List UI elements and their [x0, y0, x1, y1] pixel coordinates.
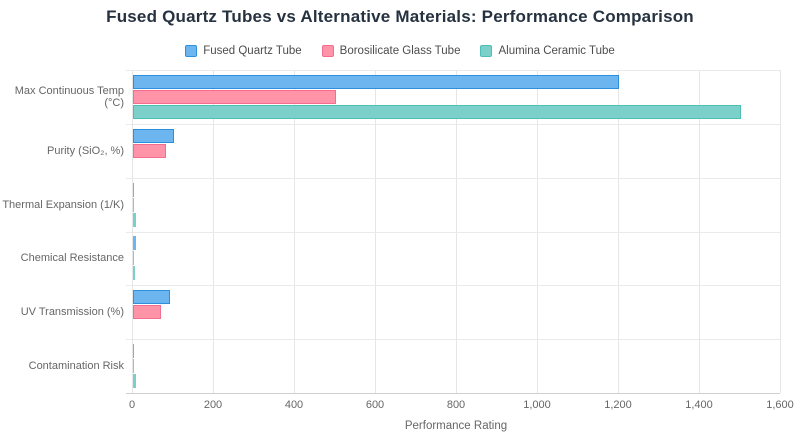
bar — [133, 290, 170, 305]
x-tick-label: 1,600 — [766, 399, 794, 411]
x-tick-label: 200 — [203, 399, 223, 411]
x-tick-label: 1,400 — [685, 399, 713, 411]
category-label: Chemical Resistance — [20, 252, 124, 265]
category-label: Max Continuous Temp (°C) — [14, 84, 124, 109]
bar — [133, 128, 174, 143]
x-axis-title: Performance Rating — [404, 420, 508, 432]
x-tick-label: 1,000 — [523, 399, 551, 411]
legend-item[interactable]: Alumina Ceramic Tube — [480, 45, 615, 57]
horizontal-gridline — [126, 231, 780, 233]
horizontal-gridline — [126, 70, 780, 71]
bar — [133, 197, 135, 212]
bar — [133, 104, 741, 119]
bar — [133, 74, 619, 89]
bar — [133, 182, 134, 197]
x-tick-label: 600 — [365, 399, 385, 411]
legend-item[interactable]: Borosilicate Glass Tube — [321, 45, 461, 57]
bar — [133, 266, 136, 281]
bar — [133, 344, 134, 359]
category-label: UV Transmission (%) — [20, 306, 124, 319]
legend-item[interactable]: Fused Quartz Tube — [185, 45, 302, 57]
category-label: Purity (SiO₂, %) — [47, 144, 124, 157]
bar — [133, 236, 136, 251]
legend-swatch-icon — [321, 45, 334, 57]
x-axis-tick-labels: 0 200 400 600 800 1,000 1,200 1,400 1,600 — [128, 399, 794, 413]
bar — [133, 251, 135, 266]
vertical-gridline — [780, 70, 781, 393]
chart-title: Fused Quartz Tubes vs Alternative Materi… — [106, 7, 694, 26]
x-tick-label: 1,200 — [604, 399, 632, 411]
bar — [133, 212, 137, 227]
horizontal-gridline — [126, 177, 780, 179]
bar — [133, 89, 336, 104]
bar — [133, 359, 135, 374]
legend-label: Fused Quartz Tube — [203, 45, 302, 57]
horizontal-gridline — [126, 123, 780, 125]
bar — [133, 143, 166, 158]
legend-label: Borosilicate Glass Tube — [339, 45, 461, 57]
legend-swatch-icon — [185, 45, 198, 57]
chart-legend: Fused Quartz Tube Borosilicate Glass Tube… — [0, 45, 800, 57]
bar — [133, 305, 162, 320]
horizontal-gridline — [126, 285, 780, 287]
legend-label: Alumina Ceramic Tube — [498, 45, 615, 57]
legend-swatch-icon — [480, 45, 493, 57]
category-label: Thermal Expansion (1/K) — [2, 198, 124, 211]
x-tick-label: 800 — [446, 399, 466, 411]
x-axis-line — [126, 393, 780, 394]
bar — [133, 374, 136, 389]
x-tick-label: 0 — [128, 399, 136, 411]
y-axis-category-labels: Max Continuous Temp (°C) Purity (SiO₂, %)… — [0, 70, 124, 393]
horizontal-gridline — [126, 339, 780, 341]
x-tick-label: 400 — [284, 399, 304, 411]
plot-area — [126, 70, 781, 394]
category-label: Contamination Risk — [28, 360, 124, 373]
